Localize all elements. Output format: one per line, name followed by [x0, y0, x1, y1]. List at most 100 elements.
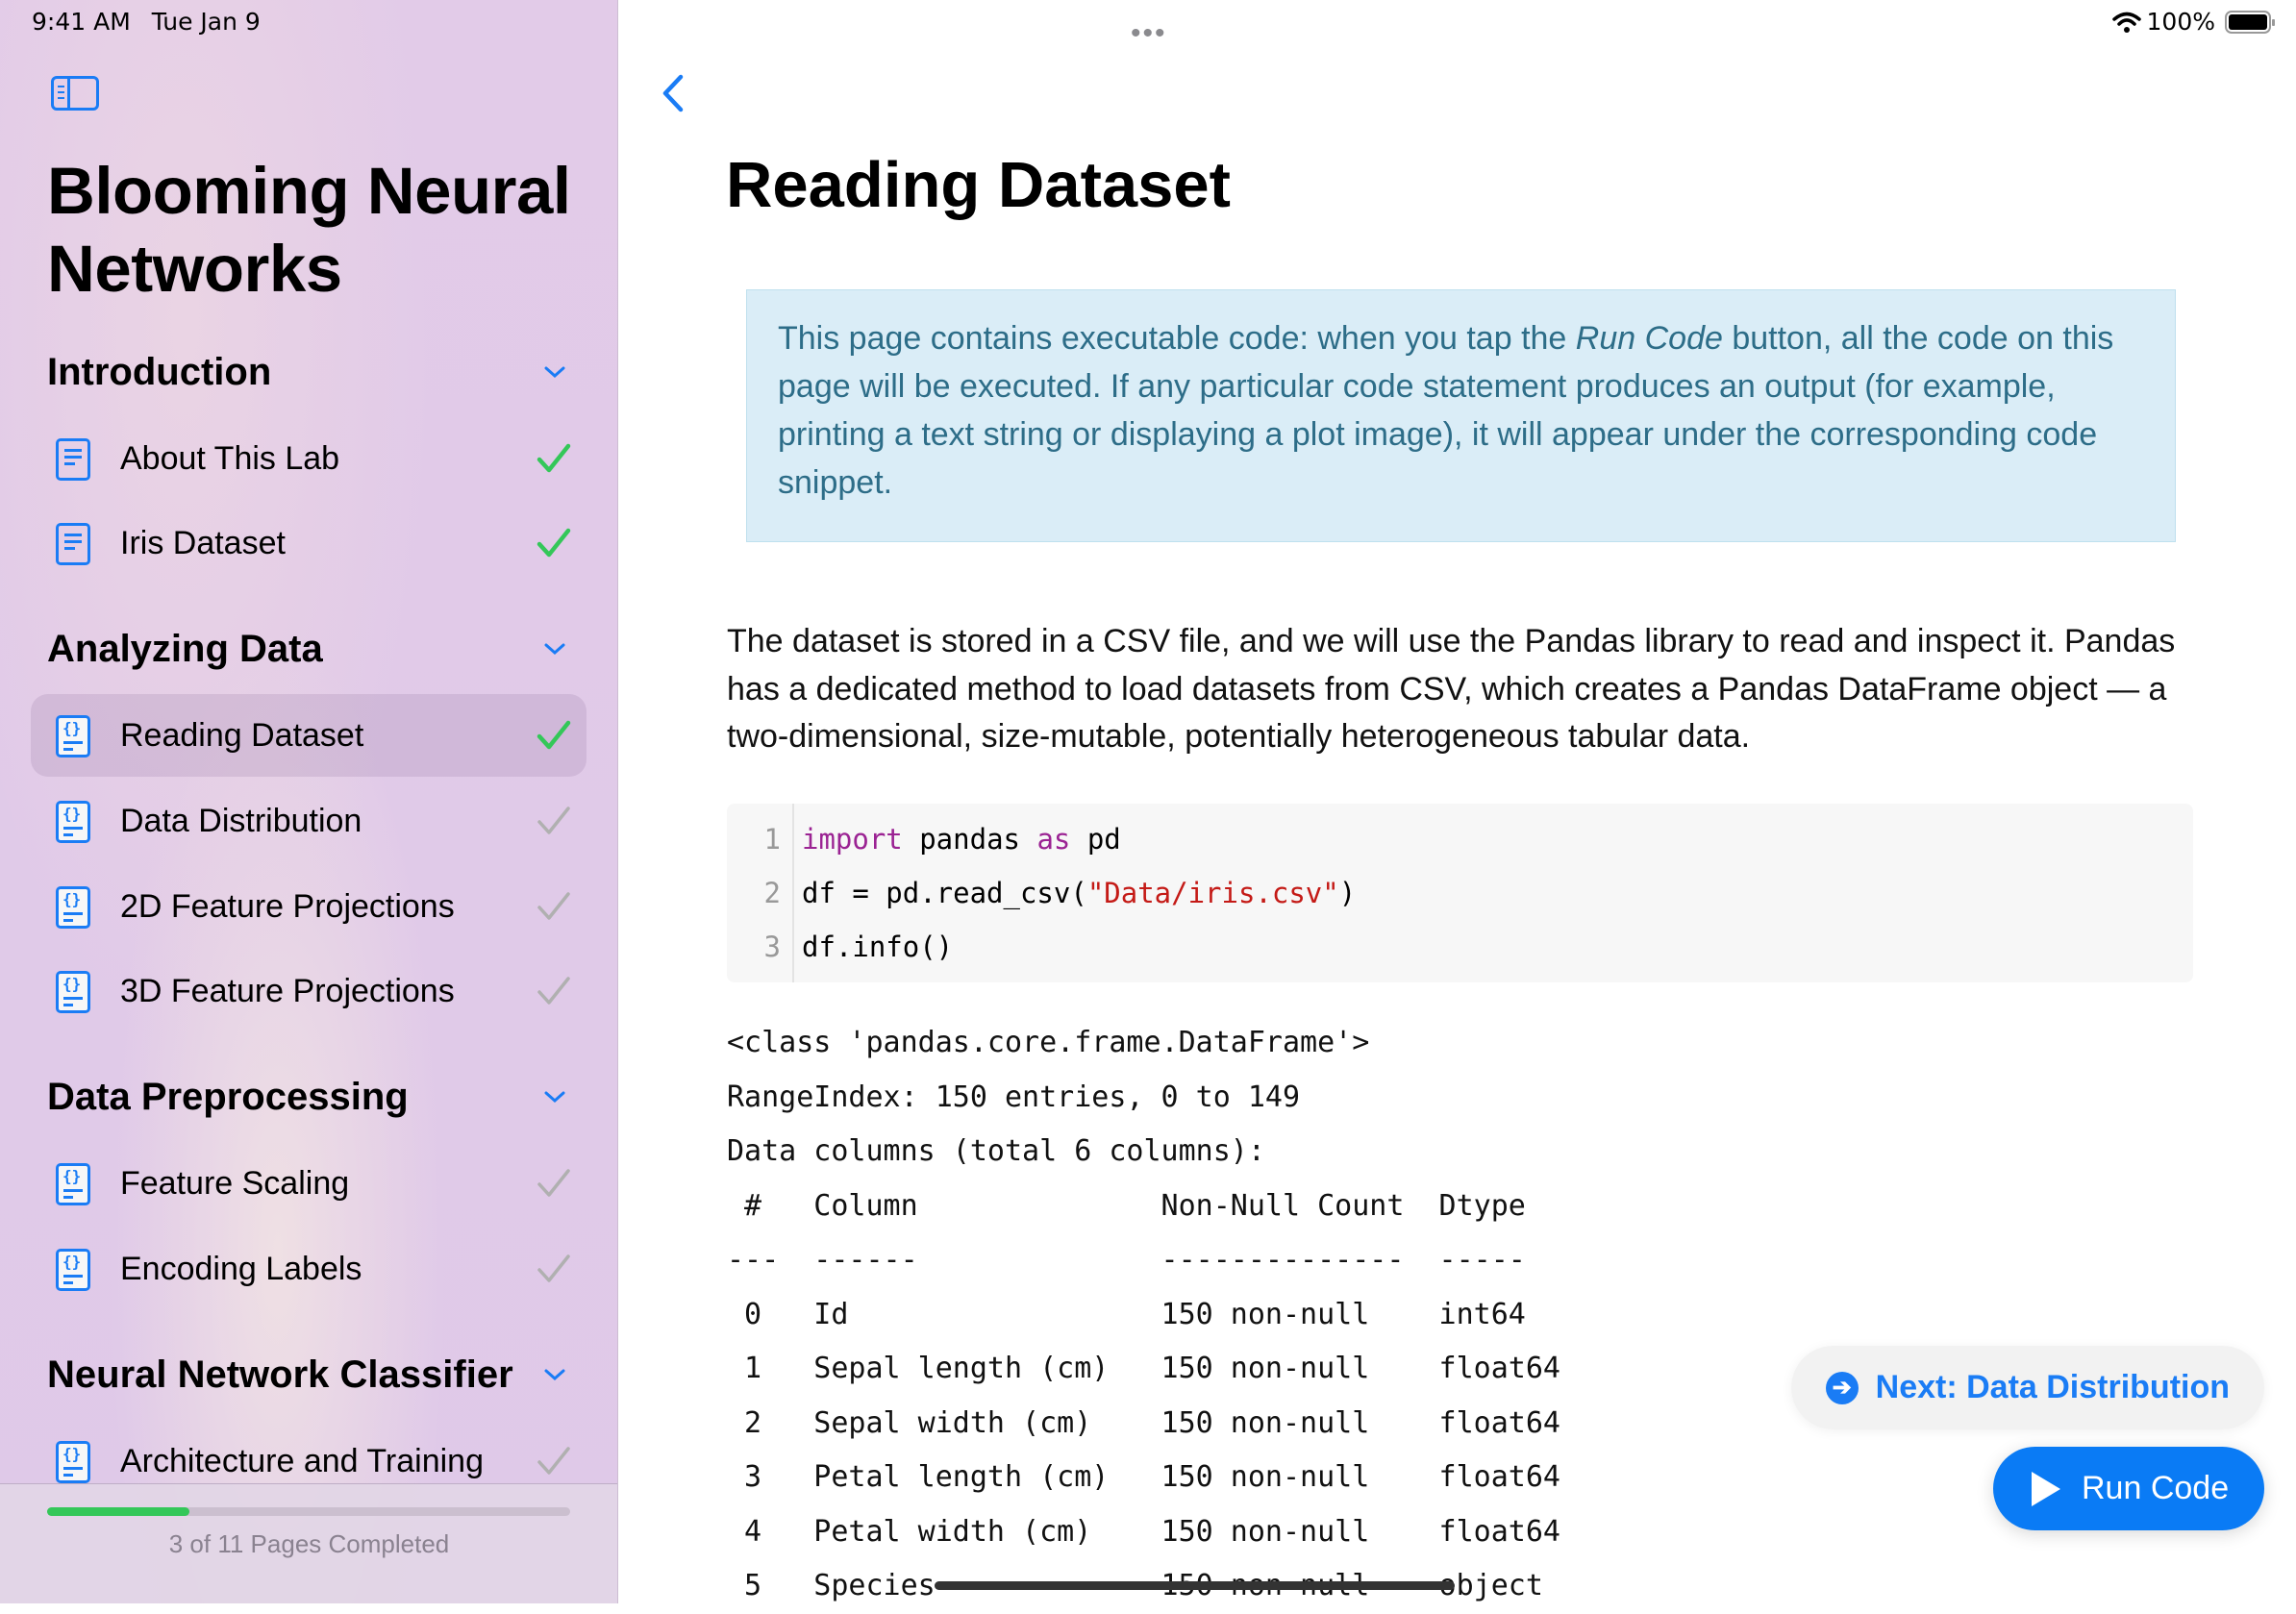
code-page-icon: {} — [56, 1441, 90, 1483]
checkmark-icon — [537, 443, 571, 473]
note-text: button, all the code on this page will b… — [778, 320, 2114, 501]
checkmark-icon — [537, 807, 570, 834]
next-button-label: Next: Data Distribution — [1875, 1369, 2230, 1405]
checkmark-icon — [537, 977, 570, 1005]
code-text: df = pd.read_csv( — [802, 877, 1087, 909]
progress-bar-fill — [47, 1507, 190, 1516]
code-page-icon: {} — [56, 1163, 90, 1205]
sidebar-item-label: Feature Scaling — [120, 1165, 350, 1202]
output-line: 2 Sepal width (cm) 150 non-null float64 — [727, 1405, 1560, 1440]
output-line: 1 Sepal length (cm) 150 non-null float64 — [727, 1352, 1560, 1385]
output-line: 0 Id 150 non-null int64 — [727, 1297, 1526, 1331]
sidebar-item[interactable]: {} Architecture and Training — [31, 1420, 586, 1502]
section-title: Introduction — [47, 351, 272, 393]
sidebar-item[interactable]: {} Data Distribution — [31, 780, 586, 862]
output-line: <class 'pandas.core.frame.DataFrame'> — [727, 1026, 1370, 1059]
sidebar-item[interactable]: {} 2D Feature Projections — [31, 865, 586, 948]
code-line: 1 import pandas as pd — [727, 812, 1121, 866]
output-line: # Column Non-Null Count Dtype — [727, 1188, 1526, 1223]
status-right: 100% — [2111, 8, 2275, 36]
code-page-icon: {} — [56, 886, 90, 929]
battery-icon — [2225, 10, 2275, 34]
output-line: --- ------ -------------- ----- — [727, 1243, 1526, 1277]
sidebar-item-label: About This Lab — [120, 440, 340, 477]
chevron-down-icon[interactable] — [543, 360, 566, 384]
section-header[interactable]: Analyzing Data — [47, 620, 566, 678]
run-button-label: Run Code — [2082, 1470, 2230, 1506]
output-line: Data columns (total 6 columns): — [727, 1134, 1265, 1168]
note-emphasis: Run Code — [1575, 320, 1723, 357]
line-number: 3 — [763, 931, 781, 963]
progress-label: 3 of 11 Pages Completed — [168, 1529, 450, 1558]
sidebar-toggle-icon[interactable] — [51, 76, 99, 111]
arrow-right-circle-icon: ➔ — [1825, 1371, 1859, 1404]
document-icon — [56, 523, 90, 565]
sidebar-item[interactable]: About This Lab — [31, 417, 586, 500]
checkmark-icon — [537, 892, 570, 920]
code-page-icon: {} — [56, 801, 90, 843]
sidebar-item-label: Encoding Labels — [120, 1251, 362, 1287]
multitasking-dots[interactable]: ••• — [1131, 17, 1167, 49]
note-text: This page contains executable code: when… — [778, 320, 1576, 357]
section-header[interactable]: Data Preprocessing — [47, 1068, 566, 1126]
sidebar-item[interactable]: {} Encoding Labels — [31, 1228, 586, 1310]
sidebar-item[interactable]: {} Feature Scaling — [31, 1142, 586, 1225]
sidebar-item-label: Reading Dataset — [120, 717, 364, 754]
sidebar-item-label: Architecture and Training — [120, 1443, 484, 1479]
code-gutter — [792, 804, 794, 982]
sidebar: 9:41 AM Tue Jan 9 Blooming Neural Networks… — [0, 0, 618, 1603]
sidebar-item[interactable]: {} Reading Dataset — [31, 694, 586, 777]
sidebar-item-label: Data Distribution — [120, 803, 362, 839]
checkmark-icon — [537, 1169, 570, 1197]
checkmark-icon — [537, 720, 571, 750]
wifi-icon — [2111, 12, 2141, 33]
play-icon — [2032, 1471, 2060, 1506]
sidebar-item-label: 2D Feature Projections — [120, 888, 455, 925]
section-title: Analyzing Data — [47, 628, 323, 670]
status-time-date: 9:41 AM Tue Jan 9 — [32, 8, 282, 36]
chevron-down-icon[interactable] — [543, 637, 566, 660]
section-header[interactable]: Neural Network Classifier — [47, 1346, 566, 1403]
progress-bar — [47, 1507, 570, 1516]
checkmark-icon — [537, 1447, 570, 1475]
sidebar-item-label: Iris Dataset — [120, 525, 286, 561]
line-number: 2 — [763, 877, 781, 909]
progress-footer: 3 of 11 Pages Completed — [0, 1483, 617, 1603]
code-line: 3 df.info() — [727, 920, 954, 974]
status-time: 9:41 AM — [32, 8, 131, 36]
chevron-down-icon[interactable] — [543, 1363, 566, 1386]
back-chevron-icon[interactable] — [658, 73, 686, 113]
run-code-button[interactable]: Run Code — [1993, 1447, 2264, 1530]
next-page-button[interactable]: ➔ Next: Data Distribution — [1790, 1346, 2264, 1429]
sidebar-item[interactable]: Iris Dataset — [31, 502, 586, 584]
code-page-icon: {} — [56, 971, 90, 1013]
output-line: 3 Petal length (cm) 150 non-null float64 — [727, 1460, 1560, 1494]
page-title: Reading Dataset — [726, 149, 1231, 221]
section-title: Neural Network Classifier — [47, 1353, 513, 1396]
line-number: 1 — [763, 823, 781, 856]
code-block[interactable]: 1 import pandas as pd 2 df = pd.read_csv("… — [727, 804, 2193, 982]
code-text: df.info() — [802, 931, 954, 963]
code-output: <class 'pandas.core.frame.DataFrame'> Ran… — [727, 1016, 1560, 1614]
output-line: RangeIndex: 150 entries, 0 to 149 — [727, 1080, 1301, 1114]
checkmark-icon — [537, 528, 571, 558]
app-title-line: Blooming Neural — [47, 154, 571, 228]
code-page-icon: {} — [56, 1249, 90, 1291]
code-keyword: import — [802, 823, 903, 856]
app-title: Blooming Neural Networks — [47, 152, 571, 308]
app-title-line: Networks — [47, 232, 342, 306]
code-text: pd — [1070, 823, 1121, 856]
body-paragraph: The dataset is stored in a CSV file, and… — [727, 623, 2176, 755]
section-header[interactable]: Introduction — [47, 343, 566, 401]
status-date: Tue Jan 9 — [151, 8, 261, 36]
battery-percent: 100% — [2146, 8, 2215, 36]
code-keyword: as — [1036, 823, 1071, 856]
output-line: 4 Petal width (cm) 150 non-null float64 — [727, 1514, 1560, 1549]
code-string: "Data/iris.csv" — [1086, 877, 1339, 909]
chevron-down-icon[interactable] — [543, 1085, 566, 1108]
document-icon — [56, 438, 90, 481]
info-note: This page contains executable code: when… — [746, 289, 2176, 542]
checkmark-icon — [537, 1254, 570, 1282]
sidebar-item[interactable]: {} 3D Feature Projections — [31, 950, 586, 1032]
home-indicator[interactable] — [935, 1581, 1455, 1590]
